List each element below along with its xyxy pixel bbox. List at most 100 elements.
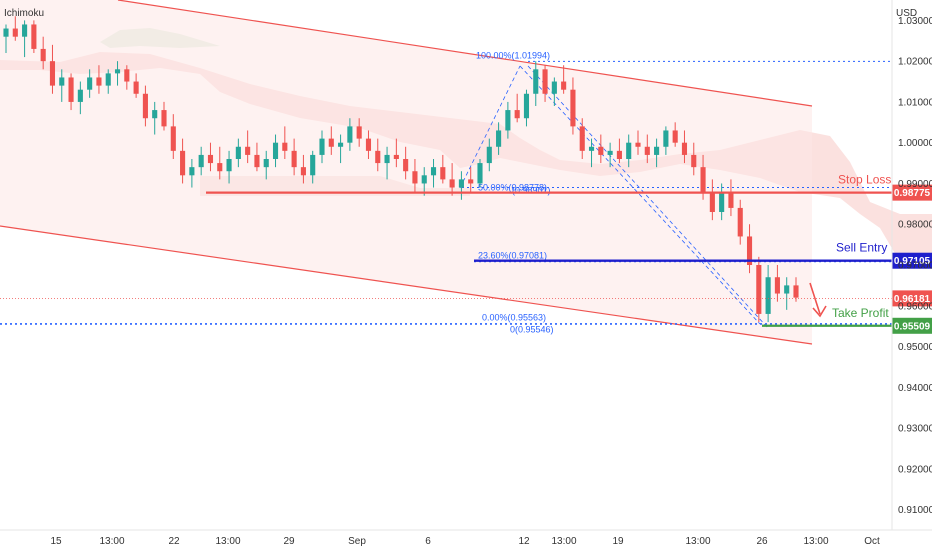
candle-body [375, 150, 381, 164]
x-tick-label: 22 [168, 536, 180, 547]
candle-body [598, 146, 604, 155]
candle-body [282, 142, 288, 151]
candle-body [542, 69, 548, 94]
candle-body [616, 150, 622, 159]
x-tick-label: Oct [864, 536, 880, 547]
candle-body [784, 285, 790, 294]
candle-body [152, 110, 158, 119]
candle-body [263, 159, 269, 168]
x-tick-label: 12 [518, 536, 530, 547]
candle-body [180, 150, 186, 176]
candle-body [403, 159, 409, 172]
candle-body [561, 81, 567, 90]
indicator-label[interactable]: Ichimoku [4, 8, 45, 19]
candle-body [514, 110, 520, 119]
candle-body [468, 179, 474, 184]
candle-body [486, 146, 492, 164]
candle-body [12, 28, 18, 37]
candle-body [49, 61, 56, 86]
x-tick-label: 29 [283, 536, 295, 547]
candle-body [68, 77, 74, 102]
x-tick-label: 13:00 [99, 536, 124, 547]
level-label: Stop Loss [838, 173, 891, 187]
candle-body [412, 171, 418, 184]
x-tick-label: 13:00 [551, 536, 576, 547]
x-tick-label: Sep [348, 536, 366, 547]
y-tick-label: 0.92000 [898, 464, 932, 475]
candle-body [96, 77, 102, 86]
candle-body [700, 167, 706, 192]
candle-body [635, 142, 641, 147]
candles [3, 16, 799, 323]
candle-body [254, 154, 260, 168]
price-tag [892, 290, 932, 307]
y-axis: 1.03000 1.02000 1.01000 1.00000 0.99000 0.980… [898, 16, 932, 516]
candle-body [77, 89, 83, 102]
fib-diagonal-c [459, 65, 521, 189]
y-tick-label: 0.93000 [898, 424, 932, 435]
candle-body [161, 110, 167, 127]
candle-body [588, 146, 595, 151]
candle-body [87, 77, 93, 90]
y-tick-label: 0.99000 [898, 179, 932, 190]
candle-body [170, 126, 176, 151]
candle-body [709, 191, 715, 212]
candle-body [22, 24, 28, 37]
fib-diagonal-b [527, 65, 769, 329]
candle-body [458, 179, 464, 188]
candle-body [365, 138, 372, 151]
candle-body [133, 81, 139, 94]
candle-body [523, 93, 530, 119]
x-tick-label: 13:00 [803, 536, 828, 547]
candle-body [449, 179, 455, 188]
x-axis: 15 13:00 22 13:00 29 Sep 6 12 13:00 19 13:00 26 13:0… [50, 536, 880, 547]
arrow-annotation [809, 282, 827, 318]
candle-body [319, 138, 325, 155]
candle-body [746, 236, 753, 265]
x-tick-label: 13:00 [215, 536, 240, 547]
fib-level-label: 23.60%(0.97081) [478, 251, 547, 261]
level-label: Take Profit [832, 306, 889, 320]
candle-body [291, 150, 297, 168]
fib-level-label: (0.98901) [512, 185, 551, 195]
candle-body [626, 142, 632, 159]
candle-body [579, 126, 585, 151]
candle-body [393, 154, 399, 159]
fib-diagonal-a [519, 65, 761, 325]
price-scale-separator [0, 0, 932, 531]
candle-body [189, 167, 195, 176]
candle-body [207, 154, 214, 164]
candle-body [644, 146, 650, 155]
candle-body [477, 163, 483, 184]
y-tick-label: 0.94000 [898, 383, 932, 394]
fib-diagonals [459, 65, 769, 329]
candle-body [300, 167, 306, 176]
x-tick-label: 15 [50, 536, 62, 547]
candle-body [496, 130, 502, 147]
candle-body [235, 146, 241, 159]
candle-body [672, 130, 678, 143]
candle-body [430, 167, 437, 176]
price-tag-value: 0.96181 [894, 294, 931, 305]
candle-body [440, 167, 446, 180]
x-tick-label: 26 [756, 536, 768, 547]
candle-body [793, 285, 799, 298]
arrow-head-icon [812, 305, 827, 318]
candle-body [105, 73, 111, 86]
price-tag-value: 0.97105 [894, 256, 931, 267]
candle-body [774, 277, 780, 294]
candle-body [3, 28, 9, 37]
candle-body [31, 24, 37, 49]
candle-body [719, 191, 725, 212]
candle-body [217, 163, 223, 172]
candle-body [505, 110, 511, 131]
x-tick-label: 6 [425, 536, 431, 547]
price-tag [892, 252, 932, 269]
y-tick-label: 1.03000 [898, 16, 932, 27]
candle-body [245, 146, 251, 155]
candle-body [607, 150, 613, 155]
candle-body [533, 69, 539, 94]
candle-body [356, 126, 362, 139]
candle-body [421, 175, 427, 184]
